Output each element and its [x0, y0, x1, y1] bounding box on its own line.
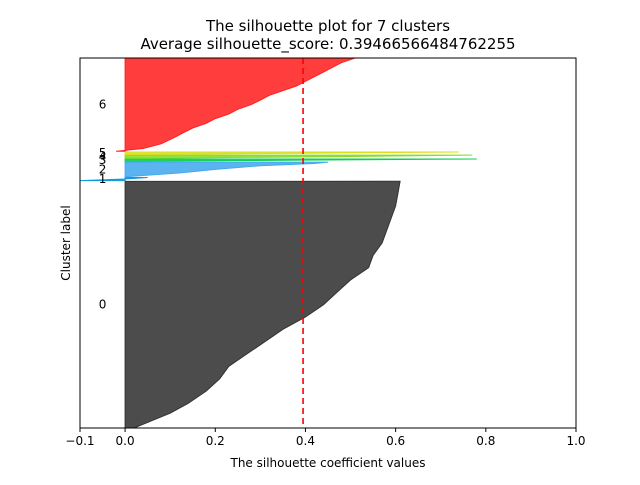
y-axis-label: Cluster label	[59, 205, 73, 280]
plot-frame	[79, 57, 577, 429]
cluster-3-silhouette	[124, 158, 477, 162]
x-tick-label: 0.2	[206, 434, 225, 448]
cluster-2-silhouette	[124, 161, 329, 178]
cluster-3-label: 3	[99, 153, 107, 167]
cluster-0-label: 0	[99, 298, 107, 312]
x-tick-label: 0.8	[476, 434, 495, 448]
cluster-6-silhouette	[116, 58, 356, 152]
cluster-0-silhouette	[124, 180, 401, 428]
x-tick-label: −0.1	[65, 434, 94, 448]
cluster-4-label: 4	[99, 150, 107, 164]
x-axis-ticks: −0.1 0.0 0.2 0.4 0.6 0.8 1.0	[65, 428, 586, 448]
x-tick-label: 0.0	[116, 434, 135, 448]
x-tick-label: 0.4	[296, 434, 315, 448]
cluster-silhouettes	[80, 58, 477, 428]
x-tick-label: 1.0	[566, 434, 585, 448]
chart-title: The silhouette plot for 7 clusters	[205, 17, 450, 35]
cluster-4-silhouette	[124, 154, 473, 159]
x-axis-label: The silhouette coefficient values	[230, 456, 426, 470]
cluster-5-label: 5	[99, 146, 107, 160]
cluster-1-label: 1	[99, 172, 107, 186]
chart-subtitle: Average silhouette_score: 0.394665664847…	[140, 35, 515, 54]
cluster-1-silhouette	[80, 176, 148, 182]
cluster-2-label: 2	[99, 162, 107, 176]
cluster-5-silhouette	[124, 151, 459, 155]
cluster-6-label: 6	[99, 98, 107, 112]
x-tick-label: 0.6	[386, 434, 405, 448]
